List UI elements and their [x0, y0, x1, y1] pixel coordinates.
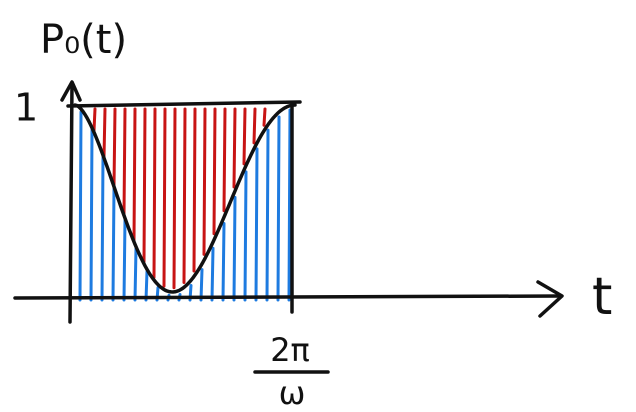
- hatch-line: [94, 109, 95, 131]
- hatch-line: [256, 149, 257, 300]
- hatch-line: [184, 109, 185, 283]
- y-tick-label: 1: [14, 86, 38, 130]
- y-label: P₀(t): [40, 17, 127, 63]
- hatch-line: [91, 130, 92, 300]
- hatch-line: [223, 224, 224, 300]
- top-line: [68, 102, 300, 106]
- hatch-line: [114, 109, 115, 186]
- x-axis-arrow: [538, 282, 562, 316]
- hatch-line: [289, 110, 290, 300]
- hatch-line: [201, 270, 202, 300]
- hatch-line: [135, 248, 136, 300]
- hatch-line: [234, 109, 235, 187]
- hatch-line: [224, 109, 225, 211]
- hatch-line: [164, 109, 165, 286]
- hatch-line: [124, 109, 125, 214]
- hatch-line: [234, 197, 235, 300]
- hatch-line: [154, 109, 155, 277]
- hatch-line: [264, 109, 265, 125]
- hatch-line: [245, 172, 246, 300]
- hatch-line: [144, 109, 145, 262]
- hatch-line: [80, 112, 81, 300]
- hatch-line: [102, 156, 103, 300]
- hatch-line: [146, 272, 147, 300]
- hatch-line: [254, 109, 255, 143]
- x-axis: [15, 296, 560, 298]
- hatch-line: [134, 109, 135, 240]
- hatch-line: [174, 109, 175, 288]
- hatch-line: [194, 109, 195, 271]
- hatch-line: [124, 219, 125, 300]
- hatch-line: [267, 130, 268, 300]
- x-tick-numerator: 2π: [270, 331, 310, 369]
- y-axis: [70, 84, 72, 322]
- x-tick-denominator: ω: [279, 374, 306, 412]
- hatch-line: [104, 109, 105, 157]
- x-label: t: [592, 267, 612, 327]
- hatch-line: [214, 109, 215, 234]
- diagram: P₀(t) 1 t 2π ω: [0, 0, 636, 412]
- hatch-line: [204, 109, 205, 254]
- hatch-line: [113, 188, 114, 300]
- hatch-line: [244, 109, 245, 164]
- hatch-line: [278, 117, 279, 300]
- hatch-line: [212, 248, 213, 300]
